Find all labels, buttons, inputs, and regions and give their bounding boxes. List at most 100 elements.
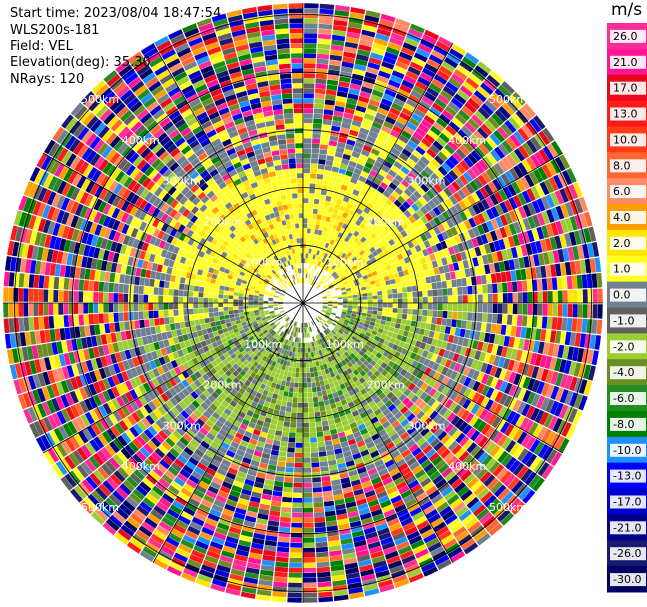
velocity-gate bbox=[527, 216, 536, 229]
velocity-gate bbox=[396, 139, 407, 148]
velocity-gate bbox=[429, 106, 441, 117]
velocity-gate bbox=[431, 244, 439, 253]
velocity-gate bbox=[312, 477, 321, 483]
velocity-gate bbox=[226, 61, 240, 70]
velocity-gate bbox=[330, 49, 343, 57]
velocity-gate bbox=[280, 441, 288, 447]
velocity-gate bbox=[389, 262, 397, 269]
velocity-gate bbox=[303, 78, 315, 84]
velocity-gate bbox=[277, 179, 285, 186]
velocity-gate bbox=[467, 153, 478, 165]
velocity-gate bbox=[3, 303, 9, 318]
velocity-gate bbox=[456, 64, 471, 77]
velocity-gate bbox=[314, 406, 320, 413]
velocity-gate bbox=[384, 88, 397, 98]
velocity-gate bbox=[273, 435, 282, 441]
velocity-gate bbox=[352, 276, 358, 281]
velocity-gate bbox=[239, 312, 245, 317]
velocity-gate bbox=[264, 49, 277, 56]
velocity-gate bbox=[306, 233, 311, 239]
velocity-gate bbox=[353, 268, 360, 273]
velocity-gate bbox=[23, 303, 29, 317]
velocity-gate bbox=[338, 137, 347, 144]
velocity-gate bbox=[324, 221, 330, 227]
velocity-gate bbox=[541, 278, 548, 291]
velocity-gate bbox=[312, 487, 322, 493]
velocity-gate bbox=[542, 127, 555, 143]
velocity-gate bbox=[394, 121, 406, 130]
velocity-gate bbox=[299, 233, 303, 239]
velocity-gate bbox=[294, 128, 303, 134]
velocity-gate bbox=[3, 318, 10, 334]
velocity-gate bbox=[303, 143, 312, 149]
velocity-gate bbox=[375, 80, 388, 89]
velocity-gate bbox=[313, 401, 319, 408]
velocity-gate bbox=[422, 248, 429, 257]
velocity-gate bbox=[224, 286, 230, 291]
velocity-gate bbox=[420, 206, 429, 215]
velocity-gate bbox=[292, 233, 297, 239]
velocity-gate bbox=[438, 36, 453, 48]
velocity-gate bbox=[386, 156, 396, 165]
velocity-gate bbox=[307, 258, 310, 264]
velocity-gate bbox=[287, 254, 292, 261]
velocity-gate bbox=[335, 96, 347, 103]
velocity-gate bbox=[486, 208, 495, 220]
velocity-gate bbox=[365, 214, 373, 222]
velocity-gate bbox=[298, 342, 301, 348]
velocity-gate bbox=[294, 377, 299, 383]
velocity-gate bbox=[313, 198, 320, 205]
velocity-gate bbox=[554, 190, 565, 205]
velocity-gate bbox=[367, 253, 375, 260]
velocity-gate bbox=[444, 144, 455, 155]
velocity-gate bbox=[418, 123, 430, 134]
velocity-gate bbox=[309, 432, 317, 438]
velocity-gate bbox=[227, 14, 243, 23]
velocity-gate bbox=[431, 102, 444, 113]
velocity-gate bbox=[482, 294, 488, 303]
velocity-gate bbox=[346, 202, 353, 210]
velocity-gate bbox=[356, 287, 362, 292]
velocity-gate bbox=[275, 195, 282, 202]
velocity-gate bbox=[412, 212, 421, 221]
velocity-gate bbox=[518, 219, 527, 232]
velocity-gate bbox=[53, 289, 59, 302]
velocity-gate bbox=[294, 123, 303, 129]
velocity-gate bbox=[228, 310, 234, 315]
velocity-gate bbox=[365, 10, 381, 19]
velocity-gate bbox=[299, 362, 303, 368]
velocity-gate bbox=[293, 108, 303, 114]
velocity-gate bbox=[235, 44, 249, 52]
velocity-gate bbox=[428, 228, 437, 238]
velocity-gate bbox=[451, 117, 464, 129]
velocity-gate bbox=[367, 62, 381, 70]
velocity-gate bbox=[275, 383, 281, 390]
velocity-gate bbox=[448, 263, 455, 272]
velocity-gate bbox=[432, 235, 440, 244]
velocity-gate bbox=[292, 397, 298, 403]
velocity-gate bbox=[113, 303, 119, 313]
velocity-gate bbox=[520, 176, 530, 190]
velocity-gate bbox=[378, 169, 388, 178]
velocity-gate bbox=[484, 120, 496, 133]
velocity-gate bbox=[363, 225, 370, 233]
velocity-gate bbox=[427, 129, 439, 140]
velocity-gate bbox=[93, 292, 99, 303]
velocity-gate bbox=[573, 182, 583, 198]
velocity-gate bbox=[454, 270, 461, 279]
velocity-gate bbox=[293, 392, 298, 398]
velocity-gate bbox=[324, 232, 330, 238]
velocity-gate bbox=[364, 71, 378, 80]
velocity-gate bbox=[203, 303, 209, 308]
velocity-gate bbox=[464, 52, 480, 65]
velocity-gate bbox=[413, 163, 424, 173]
velocity-gate bbox=[263, 110, 274, 117]
velocity-gate bbox=[298, 208, 303, 214]
velocity-gate bbox=[401, 148, 412, 158]
velocity-gate bbox=[174, 322, 181, 330]
velocity-gate bbox=[503, 199, 513, 212]
velocity-gate bbox=[426, 246, 434, 255]
velocity-gate bbox=[312, 254, 316, 260]
velocity-gate bbox=[286, 224, 292, 230]
velocity-gate bbox=[312, 396, 319, 403]
